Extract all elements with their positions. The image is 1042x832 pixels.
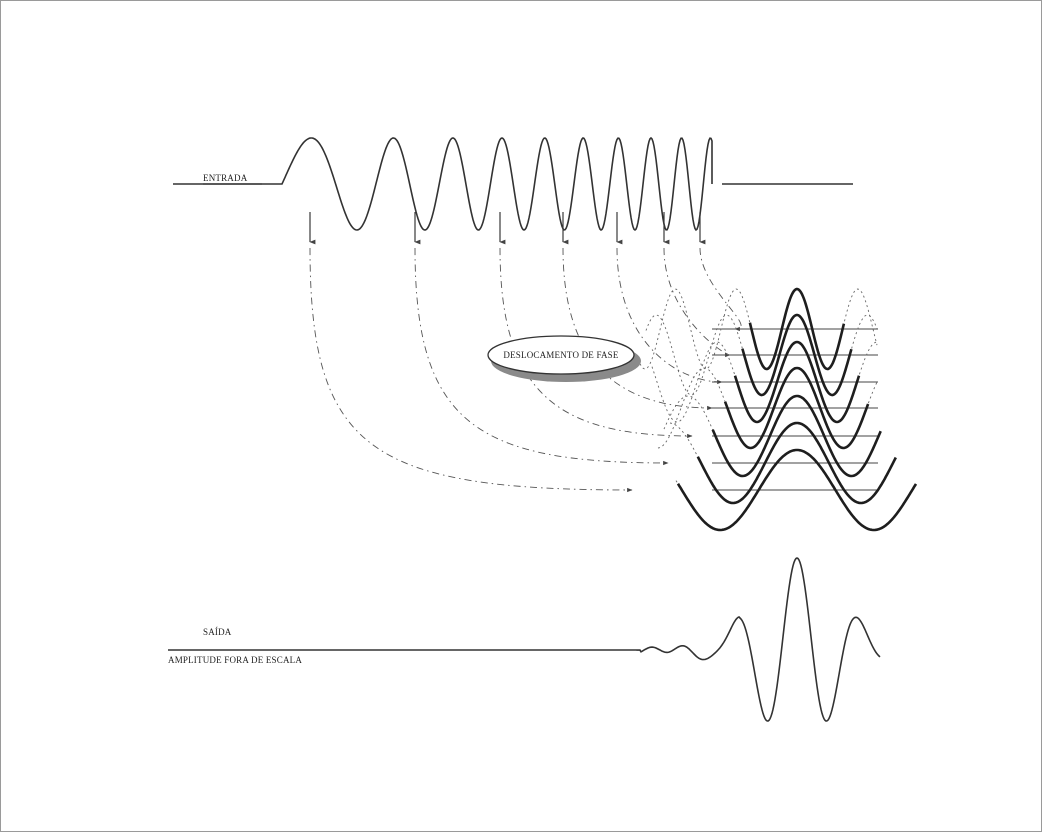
shifted-wave-peak: [741, 313, 853, 397]
phase-shift-curve: [663, 247, 731, 358]
shifted-wave-peak: [676, 448, 918, 532]
phase-shift-ellipse: DESLOCAMENTO DE FASE: [487, 335, 641, 382]
shifted-waves-stack: [639, 287, 918, 532]
output-waveform: [168, 557, 881, 722]
shifted-wave-peak: [711, 394, 882, 478]
shifted-wave-peak: [733, 340, 861, 424]
input-label: ENTRADA: [203, 173, 248, 183]
phase-shift-curve: [499, 247, 693, 439]
phase-shift-curve: [562, 247, 713, 411]
shifted-wave-peak: [696, 421, 897, 505]
output-label: SAÍDA: [203, 627, 232, 637]
phase-shift-curve: [699, 247, 742, 332]
amplitude-scale-note: AMPLITUDE FORA DE ESCALA: [168, 655, 302, 665]
shifted-wave-peak: [748, 287, 846, 371]
phase-shift-curve: [414, 247, 669, 466]
phase-shift-curve: [309, 247, 633, 493]
sampling-arrows: [309, 212, 706, 245]
phase-shift-label: DESLOCAMENTO DE FASE: [503, 350, 618, 360]
shifted-wave-peak: [723, 366, 870, 450]
phase-shift-curve: [616, 247, 723, 385]
input-chirp-waveform: [173, 136, 853, 232]
